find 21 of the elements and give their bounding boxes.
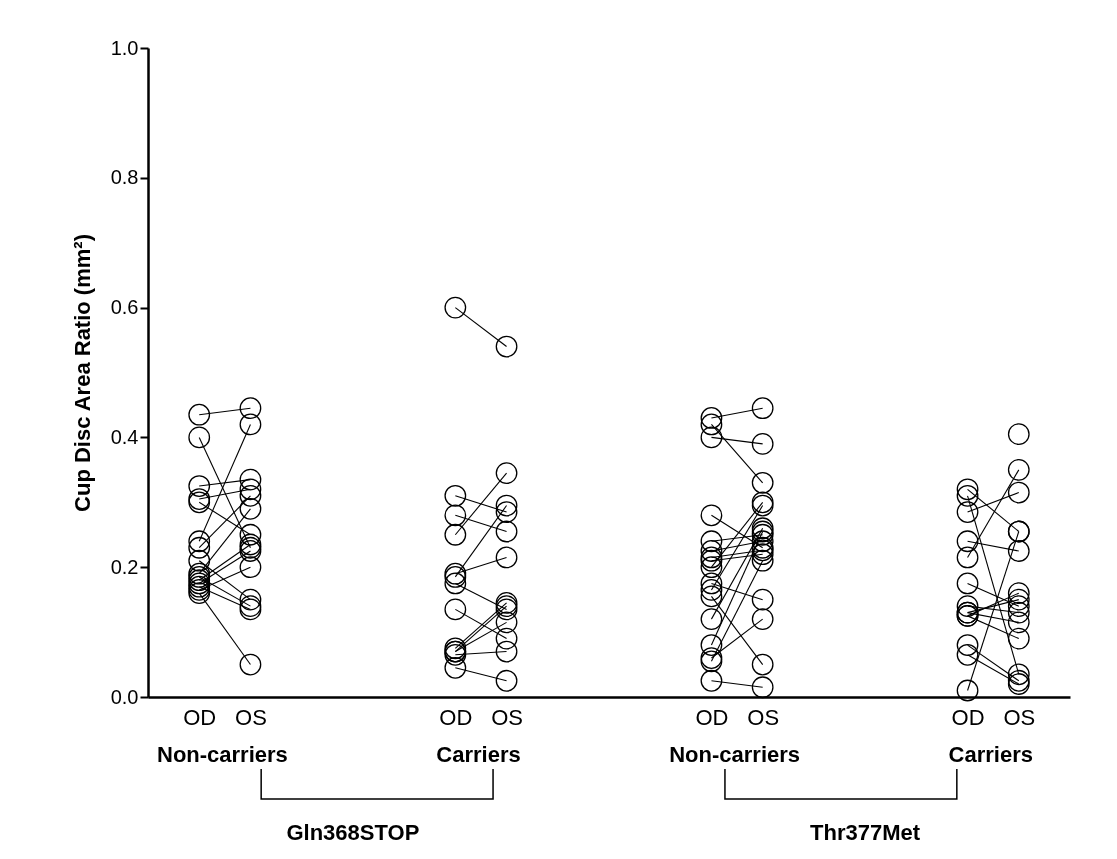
y-tick-label: 0.2 [110, 555, 139, 578]
x-tick-label: OD [439, 704, 473, 730]
text: Non-carriers [156, 742, 288, 767]
y-tick-label: 0.6 [110, 296, 139, 319]
y-tick-label: 0.8 [110, 166, 139, 189]
x-tick-label: OD [183, 704, 217, 730]
x-tick-label: OS [1003, 704, 1036, 730]
text: Carriers [436, 742, 521, 767]
x-tick-label: OS [491, 704, 523, 730]
y-tick-label: 0.4 [110, 425, 139, 448]
text: Non-carriers [669, 742, 801, 767]
text: Thr377Met [810, 820, 921, 845]
y-tick-label: 1.0 [110, 36, 139, 59]
text: Carriers [948, 742, 1033, 767]
text: Gln368STOP [286, 820, 420, 845]
x-tick-label: OD [951, 704, 985, 730]
y-axis-title: Cup Disc Area Ratio (mm²) [69, 234, 95, 512]
y-tick-label: 0.0 [110, 685, 139, 708]
x-tick-label: OS [235, 704, 267, 730]
x-tick-label: OS [747, 704, 780, 730]
x-tick-label: OD [695, 704, 729, 730]
